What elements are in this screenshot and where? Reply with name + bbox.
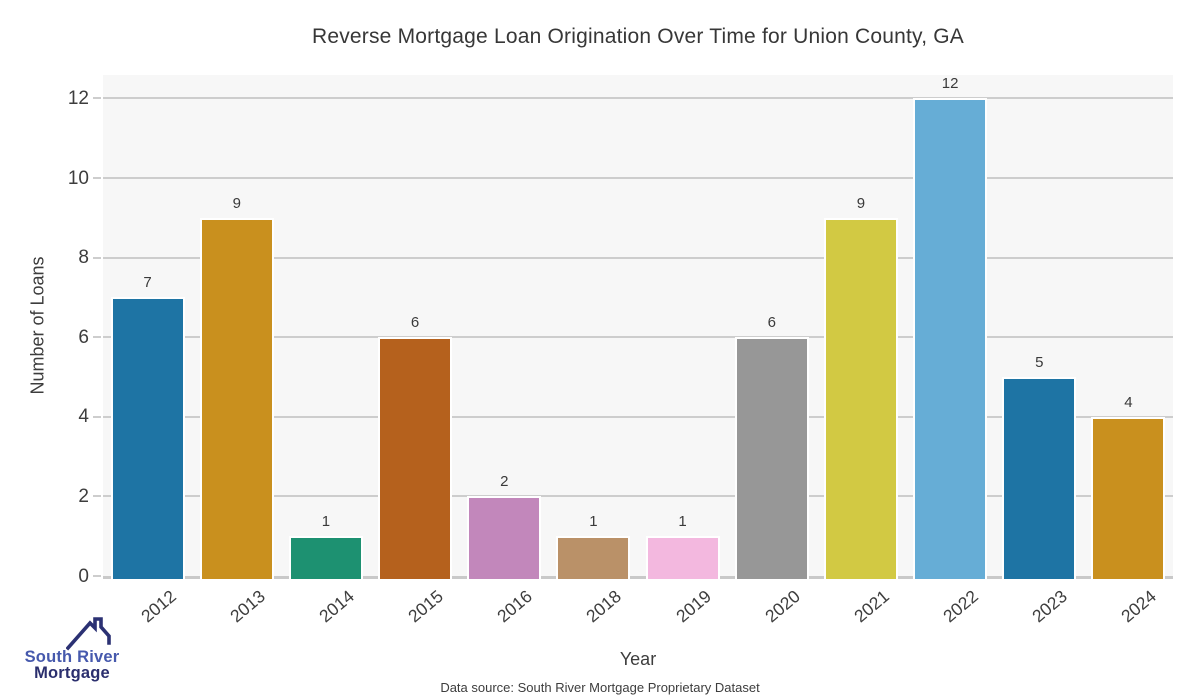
bar[interactable] <box>823 217 898 579</box>
x-tick-label: 2013 <box>225 586 269 627</box>
y-tick-label: 6 <box>78 326 89 348</box>
bar-value-label: 5 <box>1035 354 1044 371</box>
y-tick-mark <box>93 256 101 259</box>
chart-title: Reverse Mortgage Loan Origination Over T… <box>311 25 965 48</box>
bar-value-label: 2 <box>500 473 509 491</box>
y-tick-label: 10 <box>67 167 89 189</box>
x-tick-label: 2018 <box>582 586 626 627</box>
bar-value-label: 1 <box>589 513 598 531</box>
bar[interactable] <box>1002 377 1077 579</box>
y-tick-label: 0 <box>78 565 89 587</box>
bar[interactable] <box>1091 416 1166 579</box>
bar-value-label: 1 <box>678 513 687 531</box>
y-tick-mark <box>93 97 101 100</box>
bar[interactable] <box>288 536 363 579</box>
gridline <box>103 336 1173 339</box>
x-tick-label: 2021 <box>850 586 893 627</box>
bar-value-label: 12 <box>941 75 959 93</box>
x-tick-label: 2016 <box>493 586 537 627</box>
gridline <box>103 256 1173 259</box>
plot-area: 0 2 4 6 8 10 12 7 2012 9 2013 1 2014 6 2015 2 2016 1 2018 1… <box>68 75 1173 626</box>
x-tick-label: 2019 <box>671 586 715 627</box>
bar[interactable] <box>110 297 185 579</box>
x-axis-line <box>103 576 1173 579</box>
bar[interactable] <box>378 337 453 579</box>
y-tick-label: 2 <box>78 485 89 507</box>
bar-value-label: 4 <box>1124 393 1133 411</box>
logo-text-line2: Mortgage <box>34 664 110 682</box>
bar[interactable] <box>467 496 542 579</box>
y-tick-mark <box>93 415 101 418</box>
y-tick-label: 8 <box>78 247 89 269</box>
bar-value-label: 6 <box>410 314 420 332</box>
bar[interactable] <box>645 536 720 579</box>
y-axis-title: Number of Loans <box>27 256 48 395</box>
y-tick-mark <box>93 575 101 577</box>
bar[interactable] <box>556 536 631 579</box>
bar[interactable] <box>199 217 274 579</box>
plot-background <box>103 75 1173 576</box>
data-source-note: Data source: South River Mortgage Propri… <box>440 680 760 695</box>
bar-value-label: 9 <box>856 194 866 212</box>
x-tick-label: 2023 <box>1028 586 1072 627</box>
y-tick-mark <box>93 495 101 498</box>
bar[interactable] <box>734 337 809 579</box>
gridline <box>103 495 1173 498</box>
logo-text-line1: South River <box>24 648 120 666</box>
bar-value-label: 1 <box>321 513 331 531</box>
x-tick-label: 2015 <box>404 586 447 627</box>
gridline <box>103 415 1173 418</box>
x-axis-title: Year <box>619 649 657 669</box>
bar[interactable] <box>913 98 988 579</box>
x-tick-label: 2012 <box>136 586 180 627</box>
x-tick-label: 2014 <box>315 586 358 627</box>
y-tick-mark <box>93 177 101 179</box>
bar-value-label: 6 <box>767 314 776 332</box>
house-roof-icon <box>66 617 111 651</box>
x-tick-label: 2020 <box>760 586 804 627</box>
x-tick-label: 2022 <box>939 586 982 627</box>
y-tick-label: 12 <box>67 87 89 109</box>
bar-value-label: 9 <box>232 194 241 212</box>
bar-value-label: 7 <box>143 274 152 292</box>
x-tick-label: 2024 <box>1117 586 1161 627</box>
y-tick-label: 4 <box>78 406 89 428</box>
gridline <box>103 97 1173 100</box>
gridline <box>103 177 1173 179</box>
y-tick-mark <box>93 336 101 339</box>
